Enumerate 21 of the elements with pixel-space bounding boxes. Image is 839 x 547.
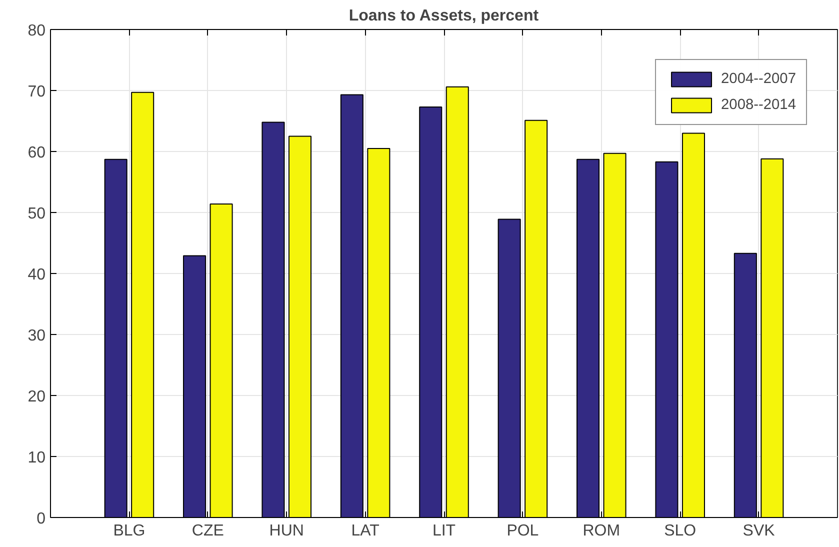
x-tick-label: LAT xyxy=(351,522,380,540)
chart-title: Loans to Assets, percent xyxy=(348,8,540,24)
y-tick-label: 50 xyxy=(28,206,46,222)
x-tick-label: HUN xyxy=(269,522,304,540)
y-tick-label: 70 xyxy=(28,84,46,100)
x-tick-label: CZE xyxy=(192,522,224,540)
y-tick-label: 20 xyxy=(28,388,46,406)
y-tick-label: 30 xyxy=(28,328,46,344)
y-tick-label: 80 xyxy=(28,22,46,40)
x-tick-label: POL xyxy=(506,522,539,540)
y-tick-label: 60 xyxy=(28,144,46,162)
x-tick-label: SVK xyxy=(742,522,776,540)
x-tick-label: ROM xyxy=(582,522,620,540)
legend-label: 2004--2007 xyxy=(721,71,796,87)
y-tick-label: 10 xyxy=(28,450,46,466)
legend-label: 2008--2014 xyxy=(721,97,796,113)
x-tick-label: SLO xyxy=(664,522,696,540)
y-tick-label: 0 xyxy=(36,510,46,528)
y-tick-label: 40 xyxy=(28,266,46,284)
x-tick-label: LIT xyxy=(432,522,456,540)
x-tick-label: BLG xyxy=(113,522,146,540)
